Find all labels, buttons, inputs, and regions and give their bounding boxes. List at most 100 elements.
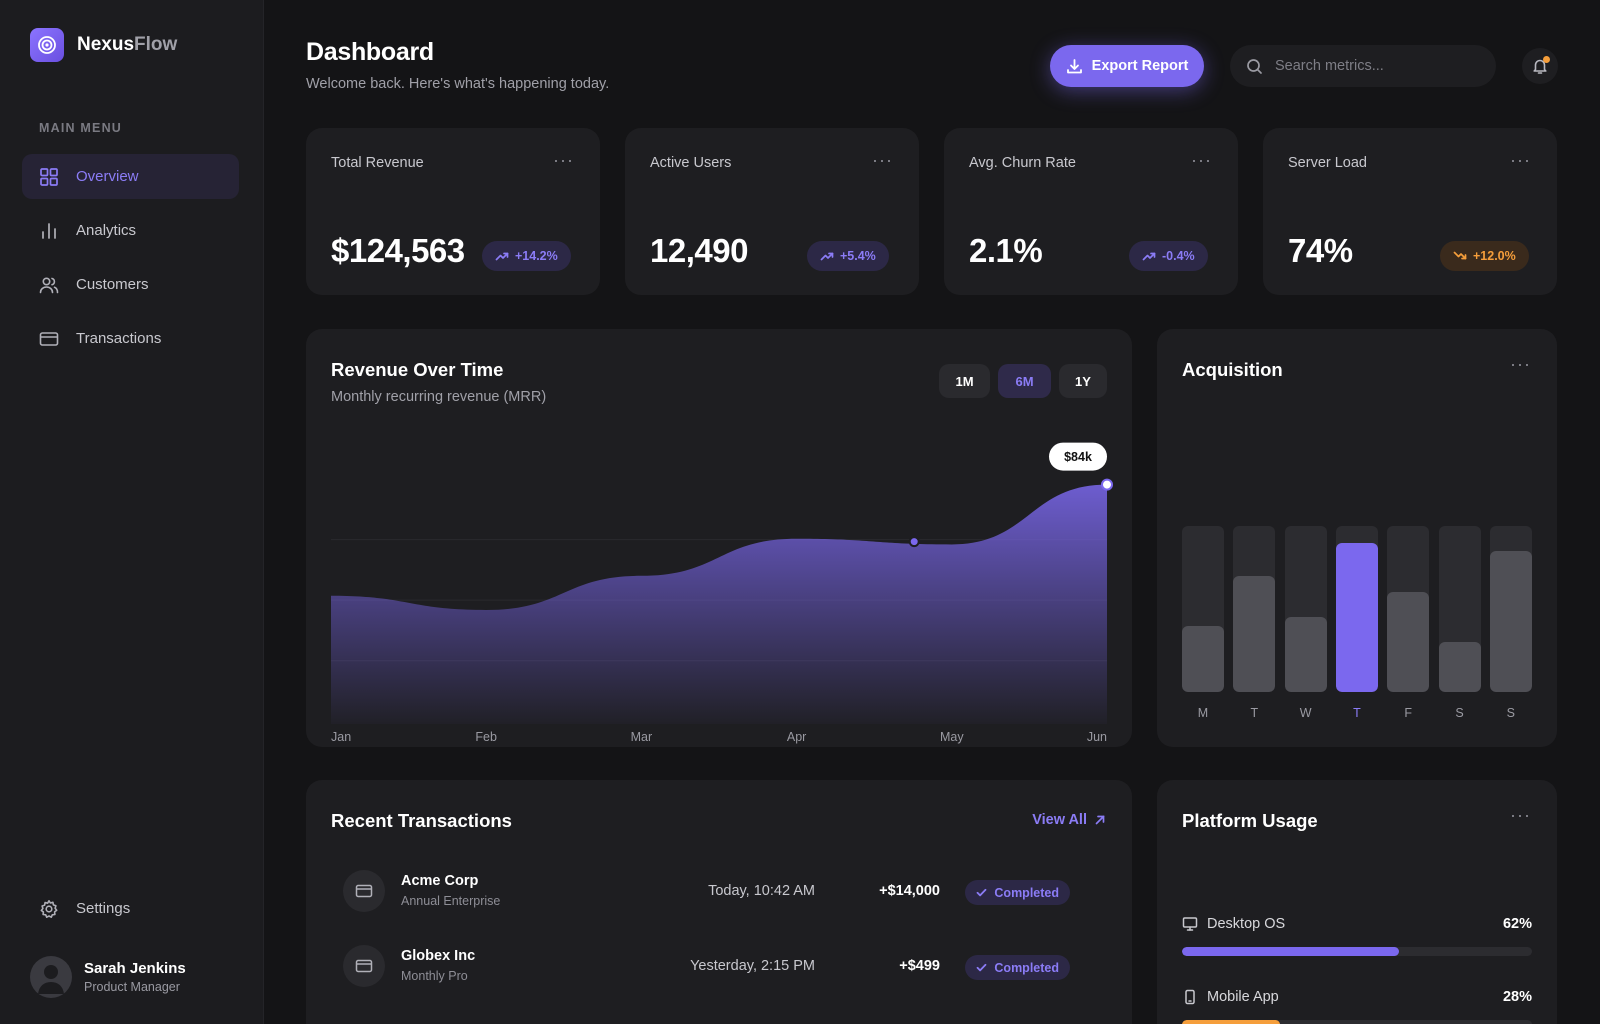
stat-card-server-load: Server Load ··· 74% +12.0% xyxy=(1263,128,1557,295)
x-tick-label: May xyxy=(940,730,964,744)
bar[interactable] xyxy=(1182,625,1224,692)
stat-value: 74% xyxy=(1288,232,1353,269)
transaction-time: Today, 10:42 AM xyxy=(708,883,815,899)
user-profile[interactable]: Sarah Jenkins Product Manager xyxy=(30,956,186,998)
stat-label: Total Revenue xyxy=(331,155,424,171)
revenue-subtitle: Monthly recurring revenue (MRR) xyxy=(331,389,547,405)
export-report-button[interactable]: Export Report xyxy=(1050,45,1204,87)
arrow-up-right-icon xyxy=(1095,815,1105,825)
stat-card-churn-rate: Avg. Churn Rate ··· 2.1% -0.4% xyxy=(944,128,1238,295)
bar[interactable] xyxy=(1233,575,1276,692)
search-input[interactable] xyxy=(1275,58,1475,74)
sidebar-item-customers[interactable]: Customers xyxy=(22,262,239,307)
range-button-1m[interactable]: 1M xyxy=(939,364,990,398)
brand-name-light: Flow xyxy=(134,34,178,55)
bar-track xyxy=(1233,526,1276,692)
stat-change-value: -0.4% xyxy=(1162,249,1195,263)
brand[interactable]: NexusFlow xyxy=(30,28,177,62)
revenue-area xyxy=(331,484,1107,724)
sidebar-item-settings[interactable]: Settings xyxy=(22,886,239,931)
stat-value: $124,563 xyxy=(331,232,465,269)
check-icon xyxy=(977,888,987,897)
x-tick-label: S xyxy=(1455,706,1464,720)
data-point[interactable] xyxy=(1101,478,1113,491)
platform-progress-track xyxy=(1182,1020,1532,1024)
stat-change-value: +12.0% xyxy=(1473,249,1516,263)
transactions-title: Recent Transactions xyxy=(331,810,512,831)
x-tick-label: Jan xyxy=(331,730,351,744)
x-tick-label: T xyxy=(1353,706,1361,720)
download-icon xyxy=(1066,58,1082,73)
sidebar-item-analytics[interactable]: Analytics xyxy=(22,208,239,253)
sidebar-item-overview[interactable]: Overview xyxy=(22,154,239,199)
page-title: Dashboard xyxy=(306,38,434,66)
platform-label: Mobile App xyxy=(1182,989,1279,1005)
export-report-label: Export Report xyxy=(1091,58,1189,74)
stat-label: Server Load xyxy=(1288,155,1367,171)
tooltip-value: $84k xyxy=(1064,450,1092,464)
status-badge: Completed xyxy=(965,955,1070,980)
stat-change-badge: +14.2% xyxy=(482,241,571,271)
brand-name-bold: Nexus xyxy=(77,34,135,55)
platform-progress-fill xyxy=(1182,947,1399,956)
platform-label: Desktop OS xyxy=(1182,916,1285,932)
platform-percent: 28% xyxy=(1502,989,1532,1005)
notifications-button[interactable] xyxy=(1522,48,1558,84)
view-all-link[interactable]: View All xyxy=(1032,812,1106,828)
stat-change-badge: +5.4% xyxy=(807,241,889,271)
range-button-1y[interactable]: 1Y xyxy=(1059,364,1107,398)
bar[interactable] xyxy=(1387,592,1430,692)
users-icon xyxy=(39,276,59,293)
x-tick-label: Feb xyxy=(475,730,497,744)
transaction-plan: Annual Enterprise xyxy=(401,894,501,908)
page-subtitle: Welcome back. Here's what's happening to… xyxy=(306,76,610,92)
more-options-icon[interactable]: ··· xyxy=(1510,354,1531,374)
trending-up-icon xyxy=(820,252,834,261)
settings-label: Settings xyxy=(76,900,131,917)
bar[interactable] xyxy=(1284,617,1327,692)
more-options-icon[interactable]: ··· xyxy=(1191,150,1212,170)
smartphone-icon xyxy=(1185,989,1195,1005)
bell-icon xyxy=(1533,59,1547,74)
revenue-chart-card: Revenue Over Time Monthly recurring reve… xyxy=(306,329,1132,747)
more-options-icon[interactable]: ··· xyxy=(1510,805,1531,825)
bar-track xyxy=(1387,526,1430,692)
search-box[interactable] xyxy=(1230,45,1496,87)
bar[interactable] xyxy=(1438,642,1481,692)
more-options-icon[interactable]: ··· xyxy=(553,150,574,170)
avatar xyxy=(30,956,72,998)
bar-track xyxy=(1489,526,1532,692)
status-label: Completed xyxy=(994,885,1059,900)
platform-percent: 62% xyxy=(1502,916,1532,932)
table-row[interactable]: Acme Corp Annual Enterprise Today, 10:42… xyxy=(331,859,1107,919)
platform-label-text: Mobile App xyxy=(1207,989,1279,1005)
stat-card-active-users: Active Users ··· 12,490 +5.4% xyxy=(625,128,919,295)
transaction-name: Globex Inc xyxy=(401,948,476,964)
bar[interactable] xyxy=(1489,550,1532,692)
stat-card-total-revenue: Total Revenue ··· $124,563 +14.2% xyxy=(306,128,600,295)
sidebar-item-label: Transactions xyxy=(76,330,162,347)
user-name: Sarah Jenkins xyxy=(84,960,186,977)
x-tick-label: T xyxy=(1250,706,1259,720)
platform-usage-card: Platform Usage ··· Desktop OS 62% Mobile… xyxy=(1157,780,1557,1024)
sidebar-item-transactions[interactable]: Transactions xyxy=(22,316,239,361)
stat-change-badge: -0.4% xyxy=(1129,241,1208,271)
more-options-icon[interactable]: ··· xyxy=(1510,150,1531,170)
stat-change-badge: +12.0% xyxy=(1440,241,1529,271)
transaction-plan: Monthly Pro xyxy=(401,969,468,983)
bar[interactable] xyxy=(1335,542,1378,692)
x-tick-label: F xyxy=(1404,706,1412,720)
data-point[interactable] xyxy=(908,536,920,548)
more-options-icon[interactable]: ··· xyxy=(872,150,893,170)
tooltip-bubble xyxy=(1049,442,1107,471)
table-row[interactable]: Globex Inc Monthly Pro Yesterday, 2:15 P… xyxy=(331,934,1107,994)
bar-track xyxy=(1182,526,1224,692)
monitor-icon xyxy=(1182,917,1198,931)
menu-heading: MAIN MENU xyxy=(39,121,123,135)
range-button-6m[interactable]: 6M xyxy=(998,364,1051,398)
transaction-amount: +$499 xyxy=(899,958,940,974)
platform-progress-track xyxy=(1182,947,1532,956)
check-icon xyxy=(977,963,987,972)
transaction-amount: +$14,000 xyxy=(879,883,940,899)
stat-value: 12,490 xyxy=(650,232,748,269)
